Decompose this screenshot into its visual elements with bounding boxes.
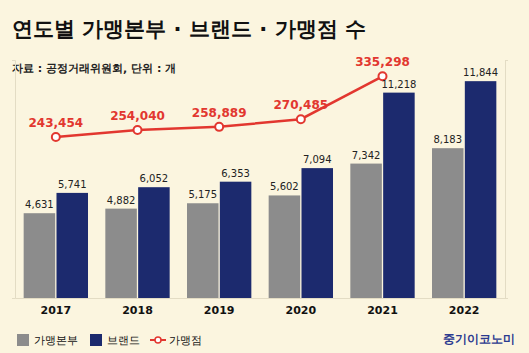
line-label: 243,454 xyxy=(29,116,84,130)
bar xyxy=(301,168,333,298)
bar-label: 6,353 xyxy=(221,168,250,179)
x-tick: 2018 xyxy=(122,298,153,317)
subtitle: 자료 : 공정거래위원회, 단위 : 개 xyxy=(12,62,176,75)
bar xyxy=(432,148,464,298)
bar-label: 4,631 xyxy=(25,199,54,210)
bar xyxy=(220,182,252,298)
bar xyxy=(350,164,382,298)
line-label: 335,298 xyxy=(355,55,410,69)
x-tick: 2019 xyxy=(204,298,235,317)
bar xyxy=(187,203,219,298)
line-marker xyxy=(52,133,60,141)
bar xyxy=(383,93,415,298)
y-tick-mark xyxy=(12,60,15,61)
bar xyxy=(465,81,497,298)
bar-label: 7,094 xyxy=(303,154,332,165)
line-marker xyxy=(297,115,305,123)
bar-label: 11,844 xyxy=(463,67,498,78)
line xyxy=(56,76,383,137)
plot-area xyxy=(24,72,497,298)
bar-label: 5,602 xyxy=(270,181,299,192)
chart: 연도별 가맹본부 · 브랜드 · 가맹점 수자료 : 공정거래위원회, 단위 :… xyxy=(0,0,529,353)
x-tick-label: 2022 xyxy=(449,304,480,317)
x-tick: 2017 xyxy=(41,298,72,317)
line-marker xyxy=(134,126,142,134)
legend-symbol xyxy=(155,337,161,343)
x-axis: 2017 2018 2019 2020 2021 2022 xyxy=(16,298,506,317)
bar-label: 4,882 xyxy=(107,195,136,206)
line-marker xyxy=(215,123,223,131)
line-label: 270,485 xyxy=(274,98,329,112)
y-axis xyxy=(12,61,16,299)
bar xyxy=(269,195,301,298)
bar-label: 7,342 xyxy=(352,150,381,161)
legend-label: 브랜드 xyxy=(107,334,140,347)
y-tick xyxy=(12,60,15,61)
bar-label: 11,218 xyxy=(381,79,416,90)
background xyxy=(0,0,529,353)
x-tick-label: 2021 xyxy=(367,304,398,317)
x-tick: 2021 xyxy=(367,298,398,317)
bar xyxy=(56,193,88,298)
data-labels: 4,631 4,882 5,175 5,602 7,342 8,183 5,741 6,052… xyxy=(25,55,498,210)
y2-axis-line xyxy=(506,61,509,299)
bar-label: 5,741 xyxy=(58,179,87,190)
y-tick xyxy=(12,298,15,299)
line-label: 254,040 xyxy=(110,109,165,123)
legend-label: 가맹점 xyxy=(169,334,202,347)
x-tick-label: 2017 xyxy=(41,304,72,317)
bar-label: 8,183 xyxy=(433,134,462,145)
legend-symbol xyxy=(17,334,29,346)
legend: 가맹본부 브랜드 가맹점 xyxy=(17,334,202,347)
y2-axis xyxy=(505,61,508,299)
bar-label: 5,175 xyxy=(188,189,217,200)
bar-label: 6,052 xyxy=(140,173,169,184)
x-tick-label: 2018 xyxy=(122,304,153,317)
bar xyxy=(105,209,137,298)
x-tick: 2020 xyxy=(286,298,317,317)
legend-symbol xyxy=(90,334,102,346)
y2-tick xyxy=(505,60,508,61)
x-tick-label: 2020 xyxy=(286,304,317,317)
line-label: 258,889 xyxy=(192,106,247,120)
legend-label: 가맹본부 xyxy=(34,334,78,347)
y-tick-mark xyxy=(12,298,15,299)
bar xyxy=(138,187,170,298)
credit: 중기이코노미 xyxy=(443,332,515,346)
y2-tick-mark xyxy=(505,60,508,61)
x-axis-line xyxy=(16,298,506,299)
x-tick: 2022 xyxy=(449,298,480,317)
bar xyxy=(24,213,56,298)
x-tick-label: 2019 xyxy=(204,304,235,317)
y-axis-line xyxy=(12,61,16,299)
title: 연도별 가맹본부 · 브랜드 · 가맹점 수 xyxy=(12,17,366,41)
